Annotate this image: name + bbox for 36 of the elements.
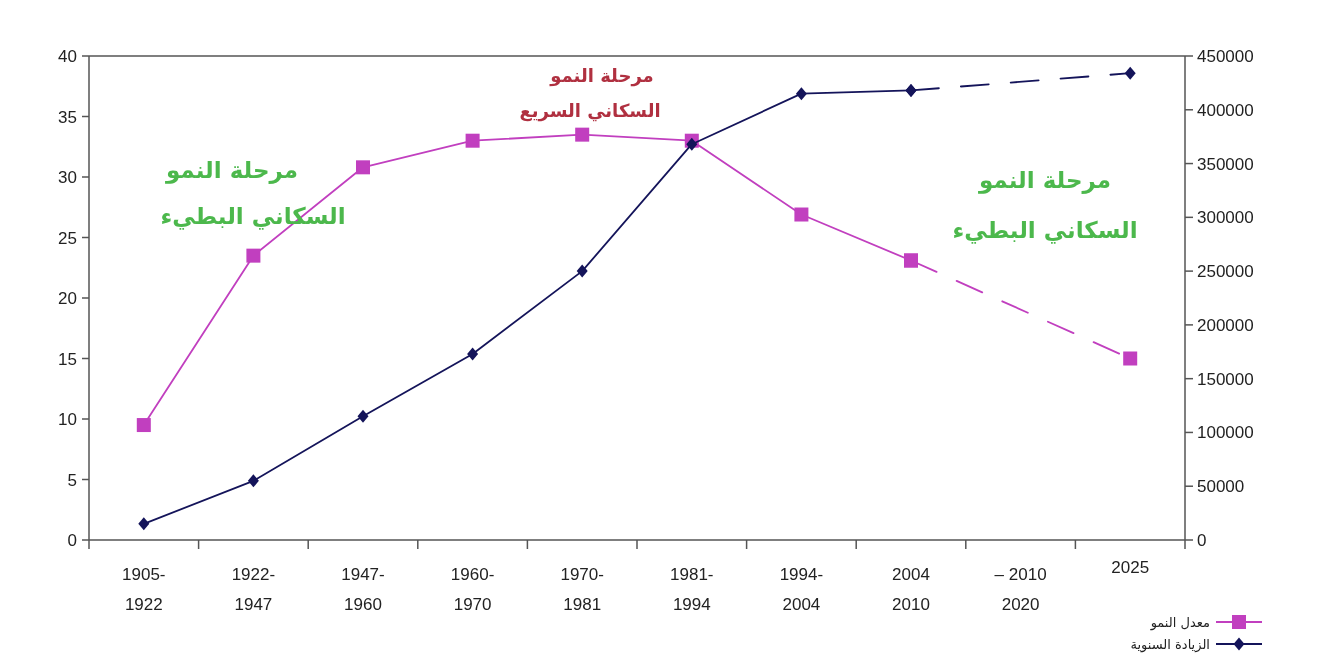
x-tick-label: 1922- 1947: [231, 565, 276, 614]
legend-label: معدل النمو: [1149, 615, 1210, 631]
annotation: السكاني السريع: [519, 100, 661, 122]
x-tick-label: 1994- 2004: [779, 565, 824, 614]
y2-tick-label: 0: [1197, 531, 1207, 550]
y-tick-label: 15: [58, 349, 77, 369]
y-tick-label: 10: [58, 410, 77, 429]
y2-tick-label: 150000: [1197, 369, 1254, 389]
y-tick-label: 5: [67, 470, 77, 490]
x-tick-label: 2004 2010: [892, 565, 930, 614]
y-tick-label: 30: [58, 168, 77, 187]
annotation: مرحلة النمو: [549, 65, 654, 87]
y-tick-label: 0: [67, 531, 77, 550]
y-tick-label: 20: [58, 289, 77, 308]
x-tick-label: 1905- 1922: [122, 565, 166, 614]
x-tick-label: – 2010 2020: [994, 565, 1047, 614]
y2-tick-label: 400000: [1197, 100, 1254, 120]
y2-tick-label: 450000: [1197, 47, 1254, 66]
y2-tick-label: 300000: [1197, 208, 1254, 228]
y2-tick-label: 200000: [1197, 315, 1254, 335]
annotation: مرحلة النمو: [164, 157, 299, 184]
y-tick-label: 35: [58, 107, 77, 127]
x-tick-label: 2025: [1111, 558, 1150, 577]
y-tick-label: 25: [58, 228, 77, 248]
y-tick-label: 40: [58, 47, 77, 66]
y2-tick-label: 350000: [1197, 154, 1254, 174]
annotation: مرحلة النمو: [977, 167, 1112, 194]
x-tick-label: 1981- 1994: [670, 565, 714, 614]
y2-tick-label: 100000: [1197, 423, 1254, 443]
legend-label: الزيادة السنوية: [1130, 637, 1210, 653]
y2-tick-label: 50000: [1197, 477, 1245, 497]
x-tick-label: 1970- 1981: [560, 565, 604, 614]
annotation: السكاني البطيء: [952, 217, 1138, 244]
y2-tick-label: 250000: [1197, 262, 1254, 282]
x-tick-label: 1947- 1960: [341, 565, 385, 614]
x-tick-label: 1960- 1970: [450, 565, 495, 614]
